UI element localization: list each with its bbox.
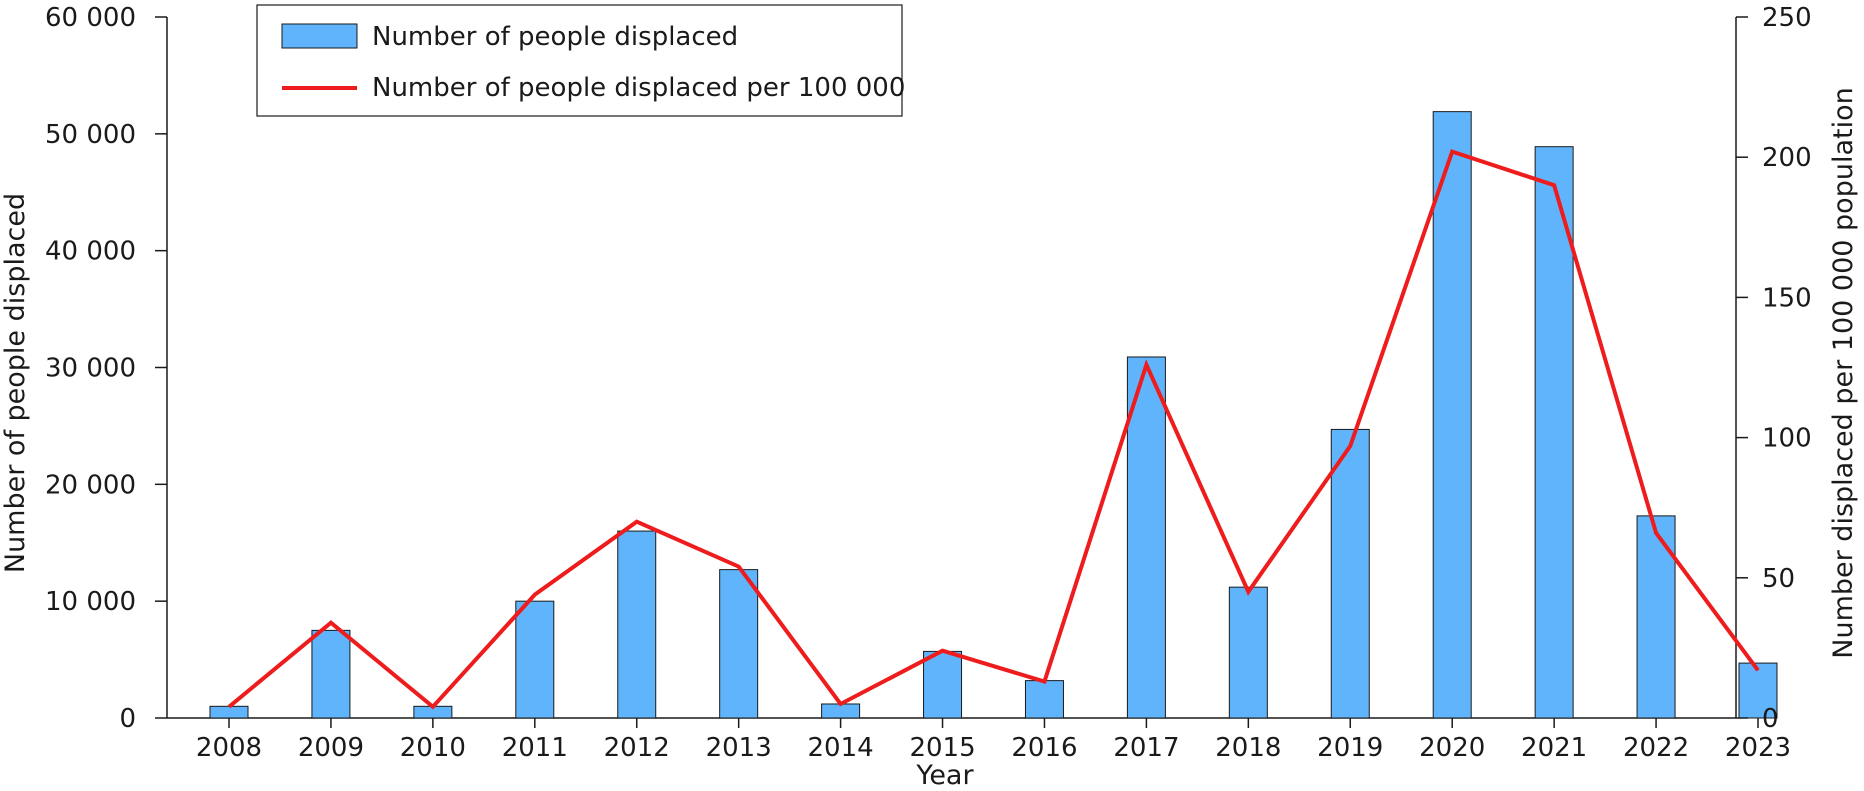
bar-2013 <box>719 569 759 719</box>
x-ticks: 2008 2009 2010 2011 2012 2013 2014 2015 2016 2017… <box>196 718 1791 763</box>
bar-2012 <box>617 530 657 719</box>
x-tick-label: 2022 <box>1623 733 1689 763</box>
y-tick-label: 20 000 <box>45 470 136 500</box>
y-tick-label: 30 000 <box>45 354 136 384</box>
bar-2009 <box>311 629 351 719</box>
x-axis-title: Year <box>915 760 974 791</box>
y2-tick-label: 150 <box>1762 283 1812 313</box>
y2-tick-label: 50 <box>1762 564 1795 594</box>
y2-tick-label: 100 <box>1762 424 1812 454</box>
y-axis-title: Number of people displaced <box>0 193 31 573</box>
y-tick-label: 40 000 <box>45 237 136 267</box>
legend: Number of people displaced Number of peo… <box>256 4 905 117</box>
x-tick-label: 2011 <box>502 733 568 763</box>
axes <box>166 17 1737 719</box>
x-tick-label: 2013 <box>706 733 772 763</box>
legend-box <box>256 4 903 117</box>
x-tick-label: 2018 <box>1215 733 1281 763</box>
y2-tick-label: 0 <box>1762 704 1779 734</box>
bar-2018 <box>1228 586 1268 719</box>
y2-axis-title: Number displaced per 100 000 population <box>1828 87 1859 658</box>
bar-series <box>209 111 1778 719</box>
x-tick-label: 2017 <box>1113 733 1179 763</box>
x-tick-label: 2012 <box>604 733 670 763</box>
x-tick-label: 2014 <box>808 733 874 763</box>
x-tick-label: 2009 <box>298 733 364 763</box>
bar-2023 <box>1738 662 1778 719</box>
bar-2020 <box>1432 111 1472 719</box>
y-tick-label: 10 000 <box>45 587 136 617</box>
bar-2019 <box>1330 428 1370 719</box>
x-tick-label: 2010 <box>400 733 466 763</box>
x-tick-label: 2023 <box>1725 733 1791 763</box>
line-series <box>227 149 1760 710</box>
legend-bar-swatch <box>281 23 358 49</box>
legend-line-label: Number of people displaced per 100 000 <box>372 73 905 103</box>
bar-2008 <box>209 705 249 719</box>
x-tick-label: 2020 <box>1419 733 1485 763</box>
bar-2021 <box>1534 146 1574 719</box>
x-tick-label: 2008 <box>196 733 262 763</box>
x-tick-label: 2021 <box>1521 733 1587 763</box>
y2-tick-label: 250 <box>1762 3 1812 33</box>
y-ticks: 0 10 000 20 000 30 000 40 000 50 000 60 000 <box>45 3 167 734</box>
y-tick-label: 50 000 <box>45 120 136 150</box>
x-tick-label: 2015 <box>909 733 975 763</box>
x-tick-label: 2016 <box>1011 733 1077 763</box>
bar-2015 <box>923 650 963 719</box>
x-tick-label: 2019 <box>1317 733 1383 763</box>
y2-ticks: 0 50 100 150 200 250 <box>1736 3 1812 734</box>
line-path <box>227 149 1760 710</box>
bar-2017 <box>1126 356 1166 719</box>
y-tick-label: 60 000 <box>45 3 136 33</box>
bar-2022 <box>1636 515 1676 719</box>
legend-bar-label: Number of people displaced <box>372 22 738 52</box>
bar-2016 <box>1024 680 1064 719</box>
y-tick-label: 0 <box>119 704 136 734</box>
y2-tick-label: 200 <box>1762 143 1812 173</box>
bar-2011 <box>515 600 555 719</box>
